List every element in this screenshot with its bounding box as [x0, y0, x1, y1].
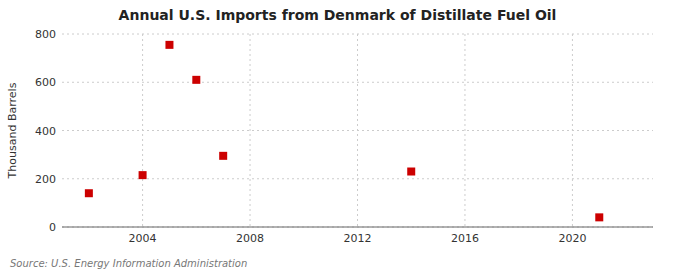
x-grid-line [250, 34, 251, 227]
point [595, 213, 603, 221]
point [85, 189, 93, 197]
y-tick-label: 0 [49, 221, 56, 234]
x-tick-label: 2020 [558, 232, 586, 245]
axes: 2004 2008 2012 2016 2020 0 200 400 600 800 [35, 28, 586, 245]
chart: 2004 2008 2012 2016 2020 0 200 400 600 800 Thousan… [0, 0, 675, 275]
x-axis-line [62, 227, 653, 228]
x-tick-label: 2004 [129, 232, 157, 245]
points [85, 41, 603, 221]
chart-container: 2004 2008 2012 2016 2020 0 200 400 600 800 Thousan… [0, 0, 675, 275]
x-grid-line [142, 34, 143, 227]
point [407, 168, 415, 176]
x-grid-line [464, 34, 465, 227]
title: Annual U.S. Imports from Denmark of Dist… [119, 7, 557, 23]
x-tick-label: 2008 [236, 232, 264, 245]
x-tick-label: 2012 [344, 232, 372, 245]
grid [62, 34, 653, 227]
point [192, 76, 200, 84]
y-grid-line [62, 227, 653, 228]
point [165, 41, 173, 49]
y-tick-label: 400 [35, 125, 56, 138]
y-axis-label: Thousand Barrels [6, 82, 19, 179]
x-tick-label: 2016 [451, 232, 479, 245]
y-grid-line [62, 82, 653, 83]
x-grid-line [357, 34, 358, 227]
source: Source: U.S. Energy Information Administ… [10, 258, 247, 269]
x-grid-line [572, 34, 573, 227]
y-tick-label: 600 [35, 76, 56, 89]
y-tick-label: 200 [35, 173, 56, 186]
point [139, 171, 147, 179]
y-tick-label: 800 [35, 28, 56, 41]
point [219, 152, 227, 160]
